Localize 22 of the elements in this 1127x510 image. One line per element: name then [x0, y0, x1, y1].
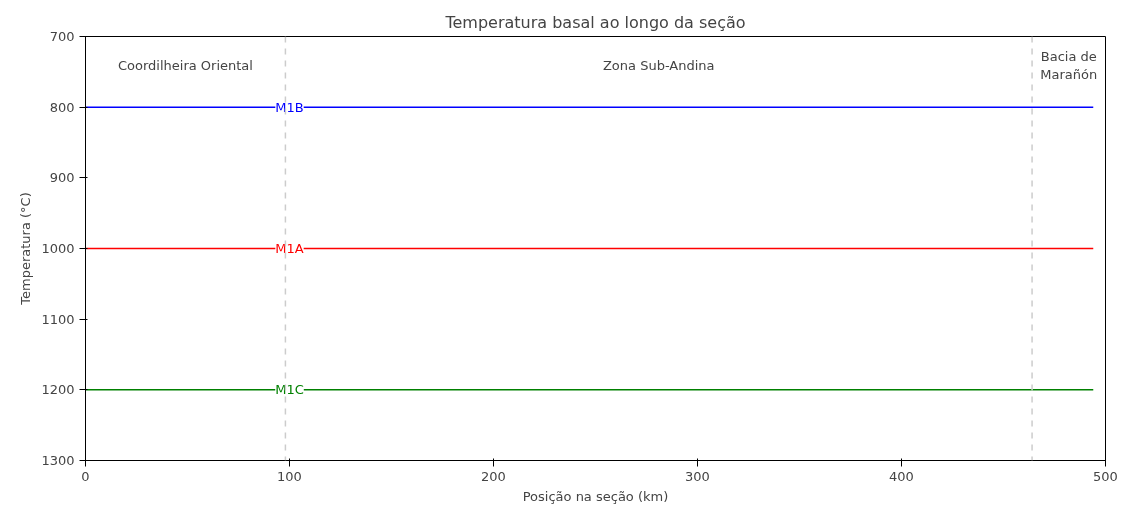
y-tick-label: 700 [49, 29, 75, 44]
annotation: Bacia de Marañón [1040, 49, 1098, 82]
x-tick-label: 500 [1093, 468, 1118, 484]
chart-title: Temperatura basal ao longo da seção [444, 12, 746, 32]
x-tick-label: 200 [481, 468, 506, 484]
x-axis-title: Posição na seção (km) [522, 488, 669, 504]
x-tick-label: 400 [889, 468, 914, 484]
x-tick-label: 0 [81, 468, 90, 484]
y-axis-title: Temperatura (°C) [18, 192, 34, 306]
series-label: M1B [275, 99, 304, 115]
y-tick-label: 1000 [41, 241, 75, 256]
y-tick-label: 1100 [41, 311, 75, 327]
annotation: Zona Sub-Andina [602, 58, 715, 73]
y-tick-label: 900 [49, 170, 75, 186]
y-tick-label: 1200 [41, 382, 75, 398]
annotation: Coordilheira Oriental [117, 58, 253, 73]
x-tick-label: 300 [685, 468, 710, 484]
y-tick-label: 1300 [41, 453, 75, 468]
x-tick-label: 100 [277, 468, 302, 484]
y-tick-label: 800 [49, 99, 75, 115]
series-label: M1C [275, 382, 304, 398]
series-label: M1A [275, 241, 304, 256]
